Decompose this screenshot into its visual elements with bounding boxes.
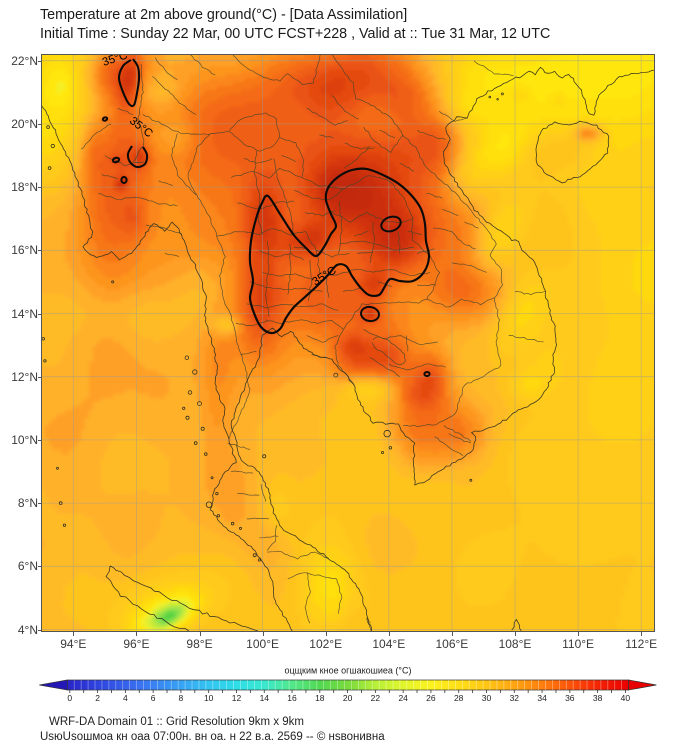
svg-text:22: 22 — [371, 693, 381, 703]
svg-text:16: 16 — [287, 693, 297, 703]
svg-text:4: 4 — [123, 693, 128, 703]
svg-text:40: 40 — [621, 693, 631, 703]
svg-text:32: 32 — [510, 693, 520, 703]
svg-text:20: 20 — [343, 693, 353, 703]
svg-text:12: 12 — [232, 693, 242, 703]
svg-text:2: 2 — [95, 693, 100, 703]
svg-text:оцщким кное огшакошиеа (°C): оцщким кное огшакошиеа (°C) — [284, 666, 411, 676]
svg-text:8: 8 — [179, 693, 184, 703]
svg-text:26: 26 — [426, 693, 436, 703]
svg-text:18: 18 — [315, 693, 325, 703]
svg-text:0: 0 — [67, 693, 72, 703]
svg-text:10: 10 — [204, 693, 214, 703]
svg-text:28: 28 — [454, 693, 464, 703]
svg-text:6: 6 — [151, 693, 156, 703]
svg-text:14: 14 — [260, 693, 270, 703]
svg-text:24: 24 — [398, 693, 408, 703]
svg-text:30: 30 — [482, 693, 492, 703]
svg-text:36: 36 — [565, 693, 575, 703]
svg-text:38: 38 — [593, 693, 603, 703]
svg-text:34: 34 — [537, 693, 547, 703]
